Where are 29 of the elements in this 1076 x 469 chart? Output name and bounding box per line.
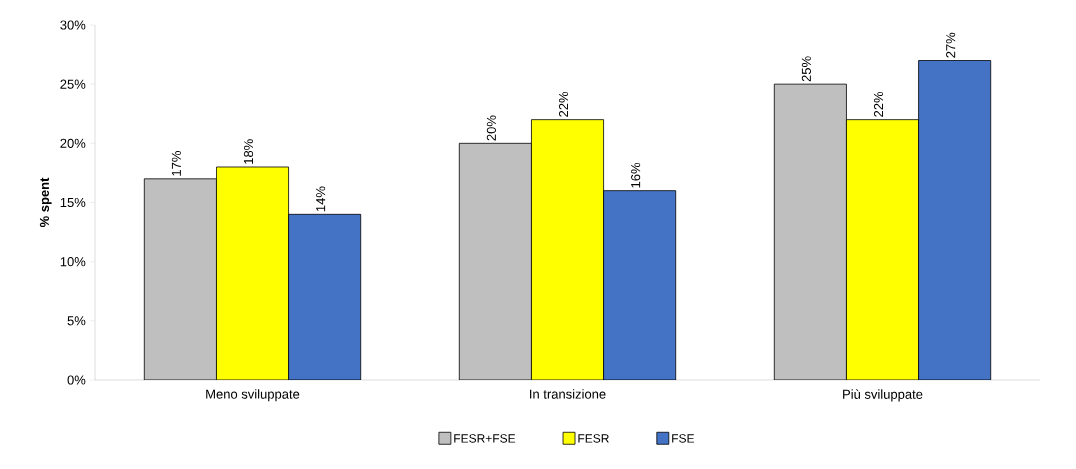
y-tick-label: 30% [60, 20, 86, 30]
data-label: 27% [946, 32, 956, 58]
y-tick-label: 15% [60, 197, 86, 208]
data-label: 18% [243, 139, 254, 164]
legend-label: FESR+FSE [454, 434, 516, 443]
bar [603, 190, 677, 380]
bar [458, 142, 532, 380]
x-tick-label: Meno sviluppate [206, 389, 300, 402]
data-label: 22% [558, 91, 569, 117]
y-tick-label: 5% [67, 316, 86, 326]
legend-label: FSE [672, 434, 695, 443]
x-tick-label: In transizione [530, 389, 606, 399]
y-tick-label: 0% [67, 375, 86, 385]
data-label: 17% [171, 151, 181, 176]
legend-label: FESR [578, 434, 609, 443]
data-label: 14% [316, 186, 326, 212]
data-label: 22% [873, 91, 884, 117]
y-tick-label: 10% [60, 257, 86, 267]
y-tick-label: 25% [60, 79, 86, 89]
bar [143, 178, 217, 380]
data-label: 16% [631, 162, 641, 188]
bar [918, 60, 992, 380]
y-axis-title: % spent [39, 177, 52, 228]
y-tick-label: 20% [60, 138, 86, 148]
bar [288, 213, 362, 380]
data-label: 25% [801, 56, 811, 82]
data-label: 20% [486, 115, 496, 141]
x-tick-label: Più sviluppate [843, 389, 923, 402]
bar [773, 83, 847, 380]
